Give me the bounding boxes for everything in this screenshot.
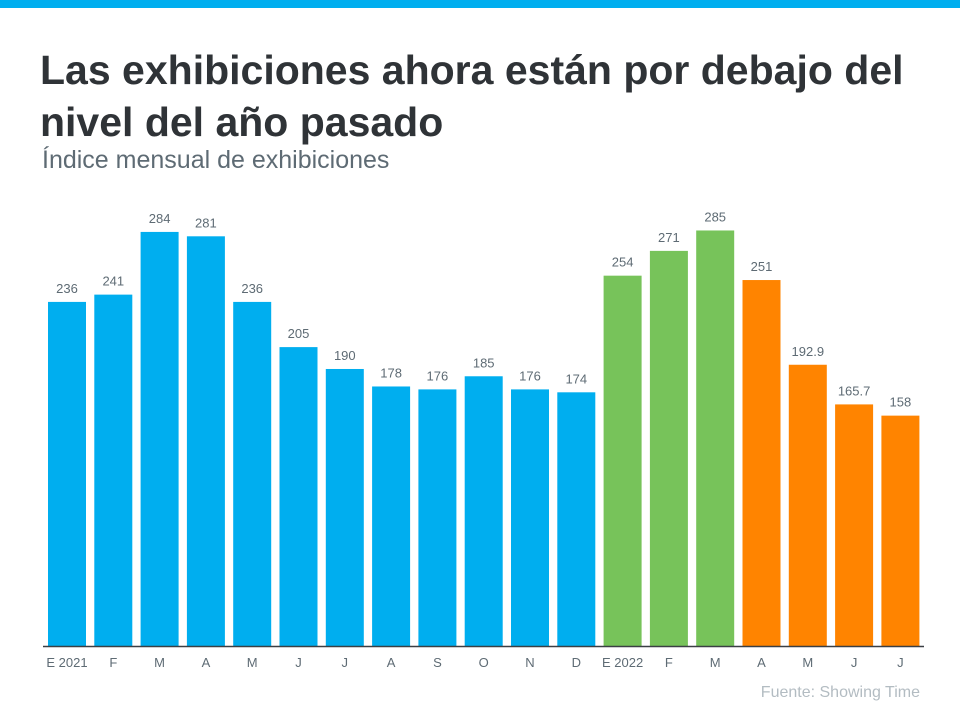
bar [511, 389, 549, 646]
bar [48, 301, 86, 646]
data-label: 190 [334, 348, 356, 363]
bar [788, 364, 827, 646]
x-tick-label: M [154, 655, 165, 670]
data-label: 178 [380, 365, 402, 380]
chart-subtitle: Índice mensual de exhibiciones [42, 146, 390, 174]
x-tick-label: J [897, 655, 904, 670]
data-label: 158 [890, 395, 912, 410]
data-label: 205 [288, 326, 310, 341]
bar [94, 294, 133, 646]
data-label: 254 [612, 255, 634, 270]
x-tick-label: N [525, 655, 534, 670]
data-label: 185 [473, 355, 495, 370]
bar [464, 376, 503, 646]
x-tick-label: A [387, 655, 396, 670]
data-label: 236 [56, 281, 78, 296]
data-label: 165.7 [838, 383, 871, 398]
data-label: 241 [102, 274, 124, 289]
data-label: 281 [195, 215, 217, 230]
bar [603, 275, 642, 646]
bar [140, 231, 179, 647]
bar [649, 250, 688, 646]
x-tick-label: F [665, 655, 673, 670]
bar [279, 347, 318, 646]
bar [696, 230, 735, 646]
x-tick-label: A [202, 655, 211, 670]
data-label: 284 [149, 211, 171, 226]
bar [372, 386, 411, 646]
bar [835, 404, 874, 646]
x-tick-label: E 2022 [602, 655, 643, 670]
x-tick-label: J [851, 655, 858, 670]
x-tick-label: M [802, 655, 813, 670]
data-label: 176 [427, 368, 449, 383]
data-label: 176 [519, 368, 541, 383]
x-tick-label: M [247, 655, 258, 670]
x-tick-label: J [342, 655, 349, 670]
x-tick-label: O [479, 655, 489, 670]
data-label: 251 [751, 259, 773, 274]
bar [557, 392, 596, 646]
bar [418, 389, 457, 646]
data-label: 174 [565, 371, 587, 386]
bar [325, 368, 364, 646]
bar [186, 236, 225, 646]
x-tick-label: F [109, 655, 117, 670]
x-tick-label: J [295, 655, 302, 670]
source-note: Fuente: Showing Time [760, 684, 920, 701]
chart-title: Las exhibiciones ahora están por debajo … [40, 47, 904, 145]
x-tick-label: E 2021 [46, 655, 87, 670]
bar [233, 301, 272, 646]
bar [742, 280, 781, 646]
top-accent-bar [0, 0, 960, 8]
x-tick-label: M [710, 655, 721, 670]
data-label: 285 [704, 209, 726, 224]
x-tick-label: A [757, 655, 766, 670]
data-label: 236 [241, 281, 263, 296]
data-label: 271 [658, 230, 680, 245]
x-tick-label: D [572, 655, 581, 670]
x-tick-label: S [433, 655, 442, 670]
bar [881, 415, 920, 646]
data-label: 192.9 [792, 344, 825, 359]
